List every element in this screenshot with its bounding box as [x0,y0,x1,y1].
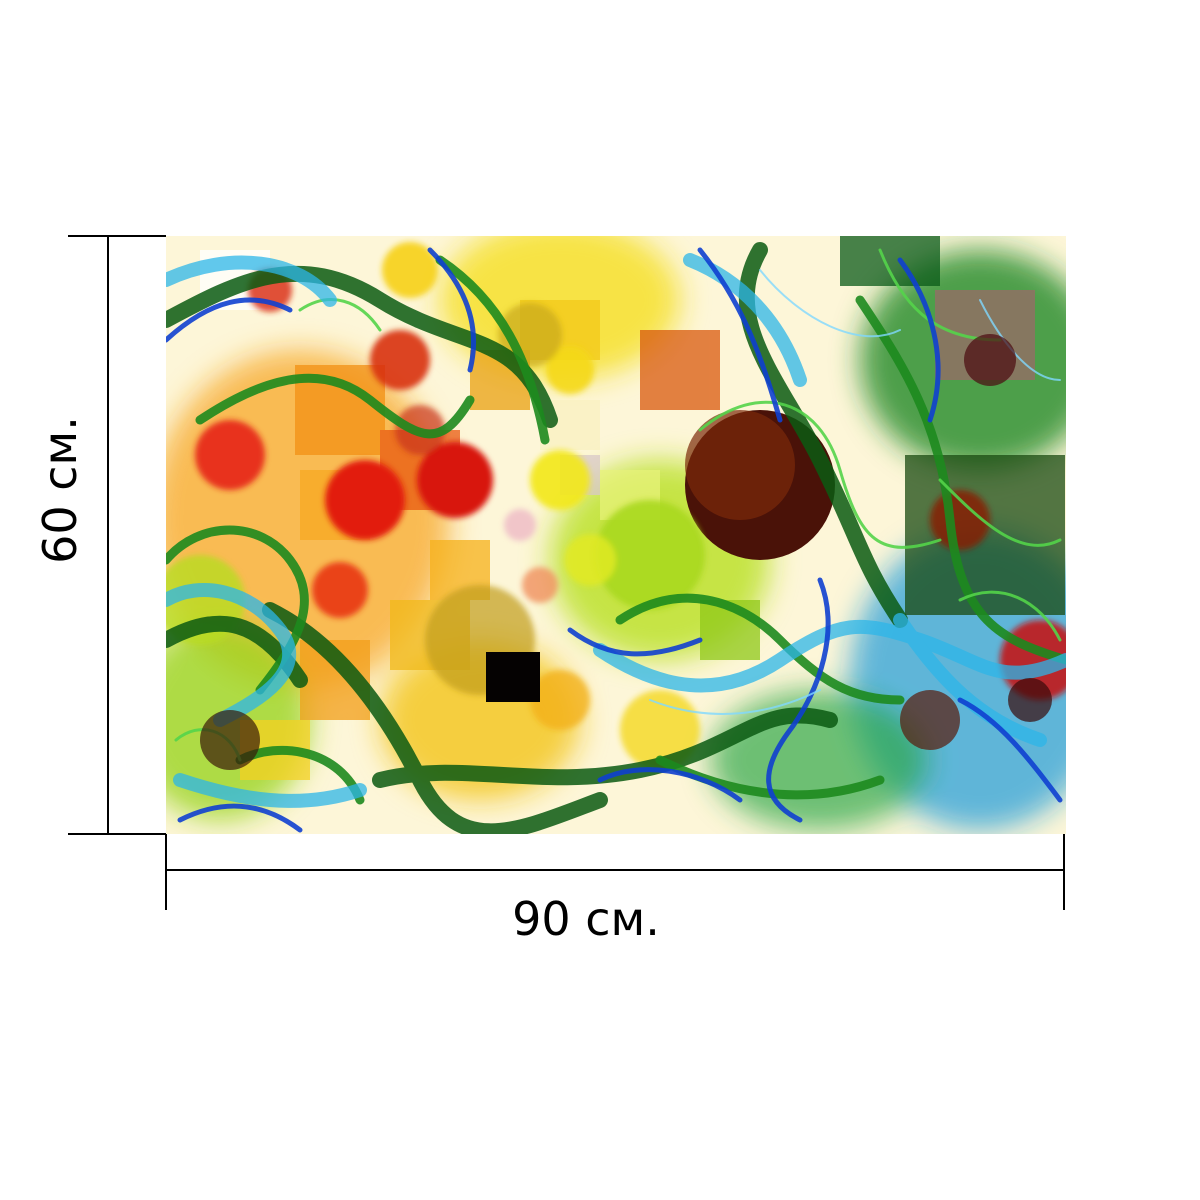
height-label: 60 см. [33,416,87,564]
width-label: 90 см. [512,892,660,946]
dimension-lines [68,235,1065,910]
abstract-artwork [166,236,1066,834]
